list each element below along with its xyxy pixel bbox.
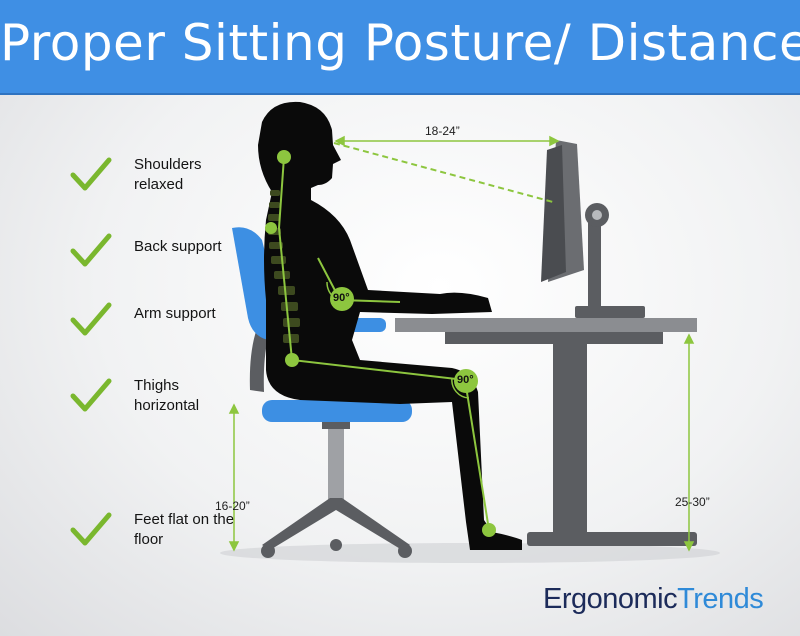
checkmark-icon [70,512,112,546]
dimension-seat-height [228,403,240,552]
seat-height-label: 16-20” [215,499,250,513]
brand-logo: ErgonomicTrends [543,583,764,616]
dimension-desk-height [683,333,695,552]
office-chair [232,227,412,558]
posture-checklist: Shoulders relaxed Back support Arm suppo… [0,0,240,636]
title-bar: Proper Sitting Posture/ Distances [0,0,800,95]
page-title: Proper Sitting Posture/ Distances [0,14,800,72]
desk-height-label: 25-30” [675,495,710,509]
angle-badges [330,287,478,393]
person-silhouette [258,101,522,551]
checklist-label: Back support [134,238,222,255]
dimension-eye-monitor [334,135,560,147]
brand-part-trends: Trends [677,583,764,615]
knee-angle-label: 90° [457,374,474,386]
checkmark-icon [70,233,112,267]
brand-part-ergonomic: Ergonomic [543,583,678,615]
checklist-label: Arm support [134,305,216,322]
monitor [541,140,645,318]
eye-monitor-distance-label: 18-24” [425,124,460,138]
checklist-label: Feet flat on the floor [134,511,235,548]
elbow-angle-label: 90° [333,292,350,304]
floor-shadow [220,543,720,563]
checkmark-icon [70,302,112,336]
checkmark-icon [70,157,112,191]
desk [395,318,697,546]
checklist-label: Shoulders relaxed [134,156,202,193]
checkmark-icon [70,378,112,412]
checklist-label: Thighs horizontal [134,377,200,414]
